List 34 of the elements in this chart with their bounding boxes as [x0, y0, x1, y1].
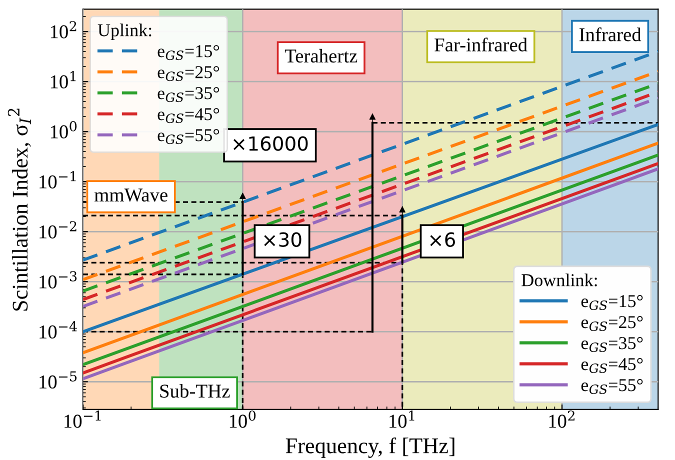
legend-label: e$_{GS}$=55° — [158, 129, 220, 144]
band-label: mmWave — [94, 188, 168, 202]
legend-label: e$_{GS}$=25° — [158, 66, 220, 82]
text: Downlink: — [522, 274, 597, 286]
x-tick-label: 10$^{0}$ — [230, 410, 256, 428]
legend-label: e$_{GS}$=35° — [158, 87, 220, 102]
legend-label: e$_{GS}$=45° — [581, 358, 643, 374]
y-tick-label: 10$^{−2}$ — [40, 221, 76, 238]
x-tick-label: 10$^{1}$ — [390, 410, 414, 428]
x-axis-title: Frequency, f [THz] — [286, 437, 454, 458]
y-tick-label: 10$^{0}$ — [50, 121, 77, 138]
legend-label: e$_{GS}$=25° — [581, 316, 643, 332]
annotation: ×30 — [264, 232, 302, 247]
legend-label: e$_{GS}$=15° — [581, 295, 643, 310]
legend-label: e$_{GS}$=35° — [581, 337, 643, 352]
annotation: ×6 — [430, 232, 455, 247]
y-tick-label: 10$^{2}$ — [50, 21, 76, 38]
band-label: Far-infrared — [434, 38, 528, 52]
legend-label: e$_{GS}$=15° — [158, 45, 220, 60]
y-axis-title: Scintillation Index, σ$_{I}$$^{2}$ — [8, 108, 31, 311]
y-tick-label: 10$^{−3}$ — [40, 271, 77, 288]
y-tick-label: 10$^{1}$ — [50, 71, 76, 88]
x-tick-label: 10$^{2}$ — [549, 410, 574, 428]
y-tick-label: 10$^{−4}$ — [40, 321, 77, 339]
y-tick-label: 10$^{−1}$ — [40, 171, 76, 188]
y-tick-label: 10$^{−5}$ — [40, 371, 77, 389]
x-tick-label: 10$^{−1}$ — [64, 410, 101, 428]
legend-label: e$_{GS}$=45° — [158, 108, 220, 124]
text: Uplink: — [98, 24, 152, 40]
band-label: Infrared — [579, 27, 642, 42]
annotation: ×16000 — [234, 136, 308, 151]
legend-label: e$_{GS}$=55° — [581, 379, 643, 394]
band-label: Terahertz — [284, 48, 358, 63]
band-label: Sub-THz — [160, 384, 230, 398]
